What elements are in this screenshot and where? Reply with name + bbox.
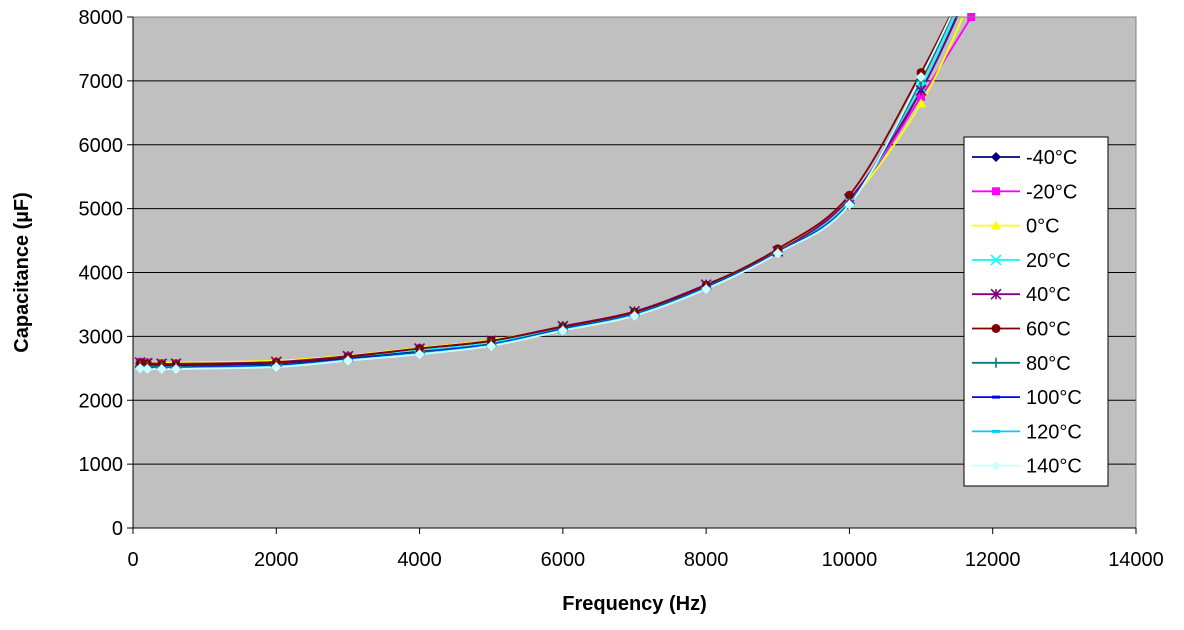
y-tick-label: 8000 bbox=[79, 7, 124, 29]
data-point bbox=[916, 98, 927, 108]
x-tick-label: 8000 bbox=[684, 549, 729, 571]
legend-marker bbox=[992, 429, 1000, 433]
data-point bbox=[844, 199, 855, 210]
data-point bbox=[142, 363, 153, 374]
legend-label: 80°C bbox=[1026, 353, 1071, 375]
legend-marker bbox=[991, 220, 1001, 230]
data-point bbox=[414, 349, 425, 360]
legend-label: 100°C bbox=[1026, 387, 1082, 409]
data-point bbox=[916, 72, 927, 83]
axes: 0 1000 2000 3000 4000 5000 6000 7000 8000 0 2000 40… bbox=[79, 7, 1164, 571]
data-point bbox=[772, 248, 783, 259]
legend-label: -40°C bbox=[1026, 147, 1077, 169]
y-tick-label: 5000 bbox=[79, 199, 124, 221]
y-tick-label: 7000 bbox=[79, 71, 124, 93]
legend: -40°C -20°C 0°C 20°C 40°C 60°C 80°C 100°C 120°C 1… bbox=[963, 136, 1109, 487]
legend-marker bbox=[990, 254, 1002, 266]
data-point bbox=[629, 310, 640, 321]
legend-label: 60°C bbox=[1026, 319, 1071, 341]
data-point bbox=[135, 363, 146, 374]
data-point bbox=[917, 92, 926, 101]
y-tick-label: 2000 bbox=[79, 390, 124, 412]
y-tick-label: 1000 bbox=[79, 454, 124, 476]
legend-label: 20°C bbox=[1026, 250, 1071, 272]
x-tick-label: 2000 bbox=[254, 549, 299, 571]
y-axis-title: Capacitance (µF) bbox=[11, 192, 33, 352]
legend-marker bbox=[991, 460, 1001, 471]
legend-label: 0°C bbox=[1026, 216, 1060, 238]
legend-marker bbox=[992, 187, 1000, 196]
legend-label: 120°C bbox=[1026, 421, 1082, 443]
y-tick-label: 4000 bbox=[79, 263, 124, 285]
data-point bbox=[915, 84, 927, 97]
data-point bbox=[557, 325, 568, 336]
legend-marker bbox=[991, 152, 1001, 162]
x-tick-label: 0 bbox=[127, 549, 138, 571]
y-tick-label: 3000 bbox=[79, 326, 124, 348]
data-point bbox=[486, 340, 497, 351]
legend-label: -20°C bbox=[1026, 181, 1077, 203]
data-point bbox=[170, 363, 181, 374]
data-point bbox=[156, 363, 167, 374]
legend-marker bbox=[992, 395, 1000, 399]
x-axis-title: Frequency (Hz) bbox=[562, 593, 706, 615]
y-tick-label: 6000 bbox=[79, 135, 124, 157]
data-point bbox=[844, 190, 854, 200]
y-tick-label: 0 bbox=[112, 518, 123, 540]
x-tick-label: 6000 bbox=[541, 549, 586, 571]
x-tick-label: 12000 bbox=[965, 549, 1021, 571]
legend-label: 140°C bbox=[1026, 456, 1082, 478]
legend-label: 40°C bbox=[1026, 284, 1071, 306]
marker-layer bbox=[134, 13, 976, 374]
data-point bbox=[342, 355, 353, 366]
x-tick-label: 4000 bbox=[397, 549, 442, 571]
data-point bbox=[271, 362, 282, 373]
legend-marker bbox=[991, 357, 1001, 368]
data-point bbox=[701, 284, 712, 295]
legend-box bbox=[963, 136, 1109, 487]
x-tick-label: 10000 bbox=[822, 549, 878, 571]
legend-marker bbox=[991, 324, 1001, 333]
x-tick-label: 14000 bbox=[1108, 549, 1164, 571]
legend-marker bbox=[990, 288, 1002, 300]
